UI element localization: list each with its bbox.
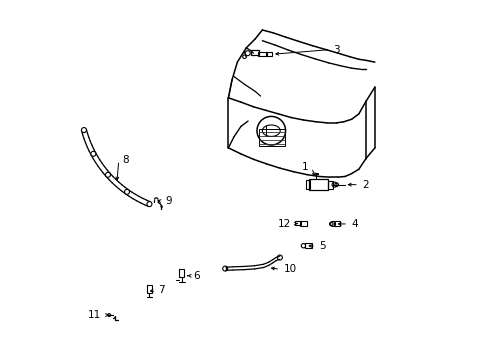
Bar xyxy=(179,269,184,277)
Text: 6: 6 xyxy=(193,271,200,281)
Bar xyxy=(333,221,339,226)
Bar xyxy=(328,181,333,189)
Bar xyxy=(258,129,284,146)
Bar xyxy=(305,180,309,189)
Text: 3: 3 xyxy=(333,45,339,55)
Text: 10: 10 xyxy=(283,264,296,274)
Bar xyxy=(308,179,328,190)
Text: 1: 1 xyxy=(301,162,308,172)
Circle shape xyxy=(105,172,110,177)
Circle shape xyxy=(91,151,96,156)
Bar xyxy=(266,53,271,56)
Bar xyxy=(304,243,311,248)
Bar xyxy=(147,285,152,293)
Circle shape xyxy=(146,202,152,207)
Text: 2: 2 xyxy=(361,180,368,190)
Text: 7: 7 xyxy=(157,285,164,295)
Bar xyxy=(258,53,266,56)
Text: 4: 4 xyxy=(350,219,357,229)
Bar xyxy=(294,221,300,225)
Bar xyxy=(300,221,307,226)
Circle shape xyxy=(124,189,129,194)
Text: 9: 9 xyxy=(165,197,172,206)
Text: 11: 11 xyxy=(88,310,101,320)
Circle shape xyxy=(81,127,86,132)
Text: 12: 12 xyxy=(277,219,290,229)
Text: 8: 8 xyxy=(122,156,128,165)
Bar xyxy=(251,50,259,55)
Text: 5: 5 xyxy=(319,241,325,251)
